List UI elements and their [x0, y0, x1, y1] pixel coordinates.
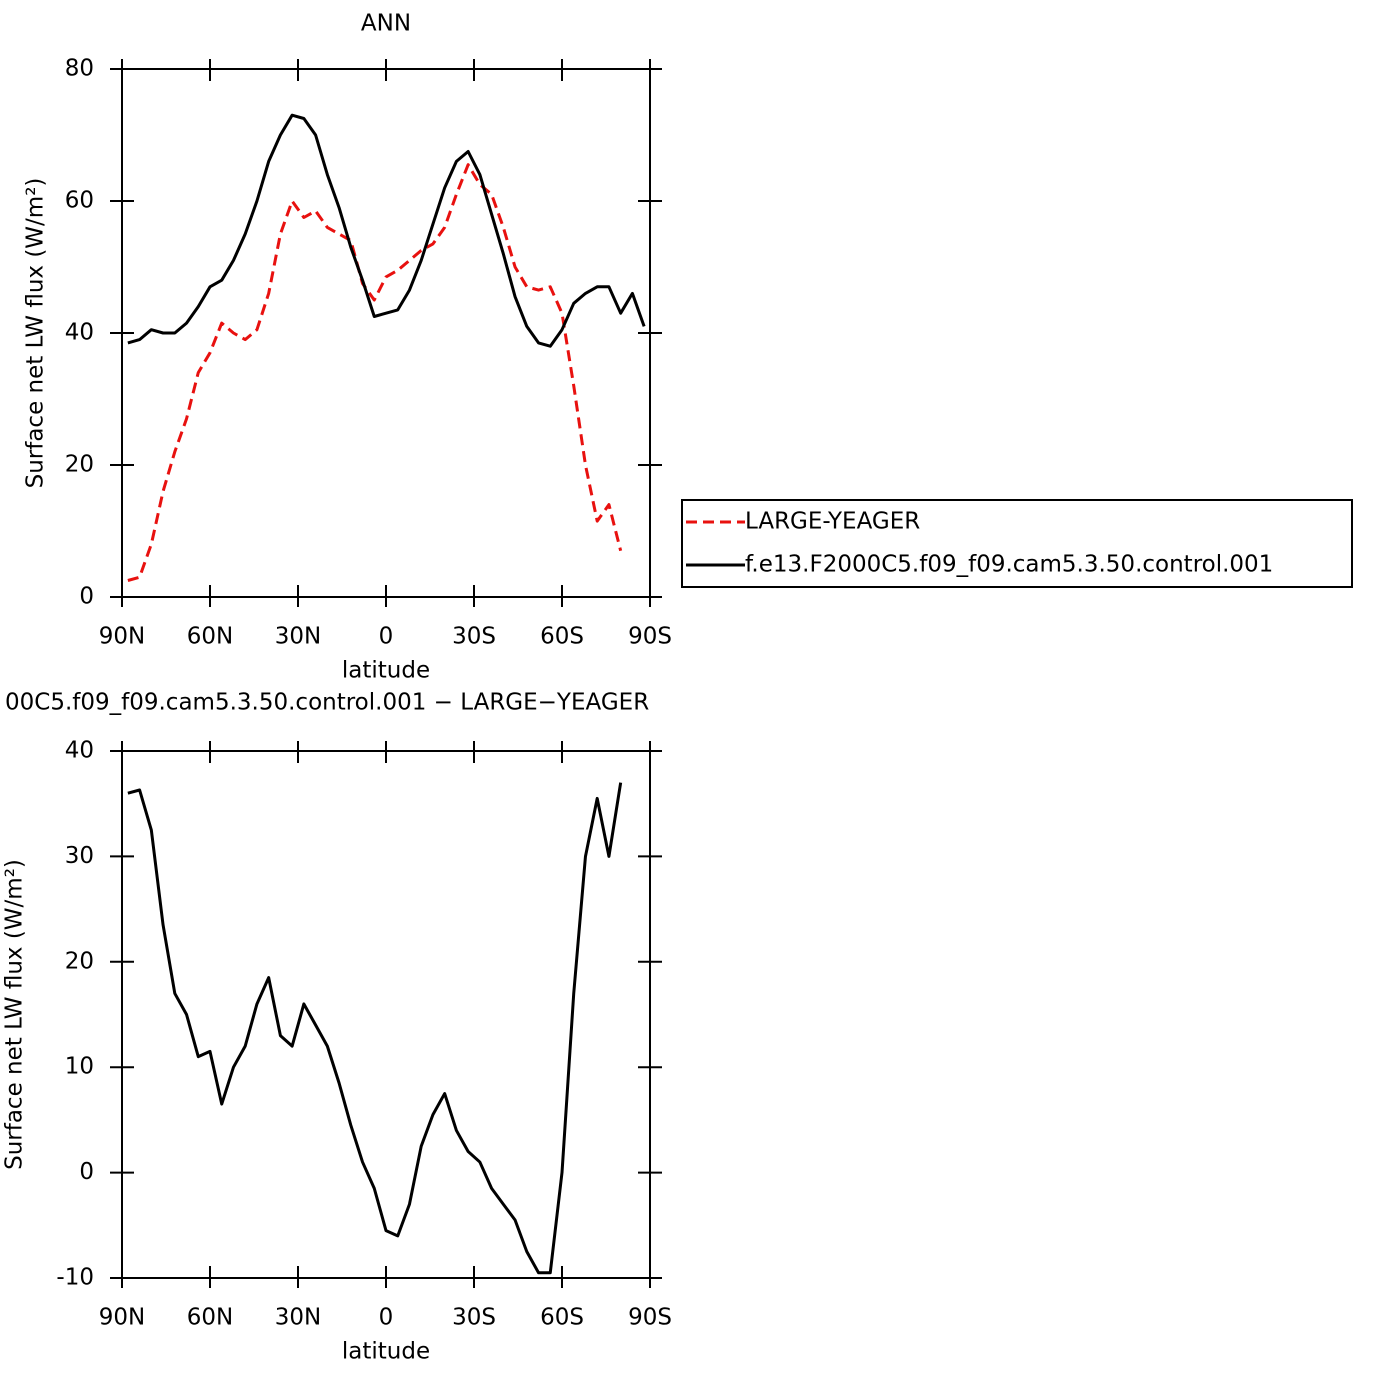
chart-title: ANN [361, 11, 411, 37]
y-tick-label: 40 [65, 738, 94, 764]
plot-frame [121, 68, 651, 598]
y-tick-label: 60 [65, 188, 94, 214]
data-line [127, 113, 646, 348]
y-tick-label: 80 [65, 56, 94, 82]
y-axis-label: Surface net LW flux (W/m²) [23, 178, 49, 489]
y-tick-label: 20 [65, 948, 94, 974]
chart-title: 00C5.f09_f09.cam5.3.50.control.001 − LAR… [5, 690, 649, 716]
data-line [127, 163, 623, 582]
x-tick-label: 90S [628, 1305, 672, 1331]
y-tick-label: 20 [65, 452, 94, 478]
legend-box [681, 499, 1353, 588]
x-tick-label: 0 [379, 624, 394, 650]
x-tick-label: 60N [187, 1305, 233, 1331]
legend-label: LARGE-YEAGER [745, 509, 920, 535]
legend-label: f.e13.F2000C5.f09_f09.cam5.3.50.control.… [745, 552, 1273, 578]
data-line [127, 782, 623, 1275]
y-tick-label: -10 [56, 1265, 94, 1291]
x-tick-label: 90N [99, 624, 145, 650]
x-tick-label: 30N [275, 624, 321, 650]
y-tick-label: 0 [79, 584, 94, 610]
x-tick-label: 90S [628, 624, 672, 650]
x-tick-label: 30S [452, 624, 496, 650]
plot-frame [121, 750, 651, 1279]
y-tick-label: 0 [79, 1159, 94, 1185]
x-tick-label: 0 [379, 1305, 394, 1331]
y-axis-label: Surface net LW flux (W/m²) [2, 859, 28, 1170]
y-tick-label: 40 [65, 320, 94, 346]
x-tick-label: 60S [540, 1305, 584, 1331]
x-tick-label: 90N [99, 1305, 145, 1331]
x-axis-label: latitude [342, 658, 430, 684]
y-tick-label: 10 [65, 1054, 94, 1080]
x-tick-label: 30N [275, 1305, 321, 1331]
x-tick-label: 60N [187, 624, 233, 650]
x-tick-label: 30S [452, 1305, 496, 1331]
x-tick-label: 60S [540, 624, 584, 650]
y-tick-label: 30 [65, 843, 94, 869]
x-axis-label: latitude [342, 1339, 430, 1365]
